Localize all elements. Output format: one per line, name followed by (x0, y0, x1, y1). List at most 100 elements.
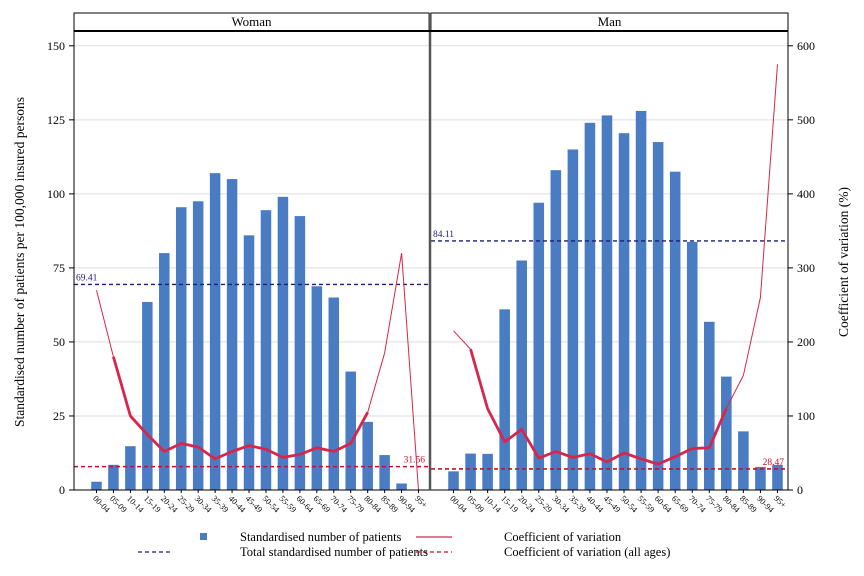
y-right-tick-label: 200 (797, 335, 815, 349)
panel-title: Woman (231, 14, 272, 29)
legend-item-cv: Coefficient of variation (416, 530, 622, 544)
y-left-tick-label: 25 (53, 409, 65, 423)
x-tick-label: 60-64 (294, 493, 316, 515)
bar (738, 431, 749, 490)
bar (618, 133, 630, 490)
total-patients-label: 69.41 (76, 273, 98, 283)
legend-label: Coefficient of variation (504, 530, 622, 544)
legend-swatch (200, 533, 207, 540)
x-tick-label: 05-09 (465, 493, 486, 514)
x-tick-label: 65-69 (311, 493, 332, 514)
y-right-tick-label: 0 (797, 483, 803, 497)
bar (277, 196, 289, 490)
cv-all-ages-label: 31.56 (404, 456, 426, 466)
bar (209, 173, 221, 490)
total-patients-label: 84.11 (433, 230, 454, 240)
y-right-tick-label: 500 (797, 113, 815, 127)
y-right-tick-label: 600 (797, 39, 815, 53)
bar (328, 297, 340, 490)
bar (192, 201, 204, 490)
bar (755, 466, 766, 490)
legend-item-total: Total standardised number of patients (138, 545, 428, 559)
axes: 0 25 50 75 100 125 150 0 100 200 300 400 500 600 (47, 13, 815, 497)
bar (669, 171, 681, 490)
bar (125, 446, 136, 490)
x-tick-label: 10-14 (125, 493, 147, 515)
x-tick-label: 15-19 (142, 493, 163, 514)
legend-label: Coefficient of variation (all ages) (504, 545, 670, 559)
x-tick-label: 75-79 (704, 493, 725, 514)
bar (584, 122, 596, 491)
x-tick-label: 60-64 (653, 493, 675, 515)
legend-label: Standardised number of patients (240, 530, 402, 544)
bar (396, 483, 407, 490)
legend: Standardised number of patients Coefficie… (138, 530, 670, 559)
y-left-tick-label: 75 (53, 261, 65, 275)
bar (635, 110, 647, 491)
x-tick-label: 55-59 (636, 493, 657, 514)
y-right-tick-label: 100 (797, 409, 815, 423)
bar (703, 321, 715, 490)
x-tick-label: 85-89 (379, 493, 400, 514)
bar (652, 142, 664, 490)
y-left-tick-label: 150 (47, 39, 65, 53)
x-tick-label: 20-24 (516, 493, 538, 515)
x-tick-label: 00-04 (91, 493, 113, 515)
x-tick-label: 80-84 (721, 493, 743, 515)
cv-all-ages-label: 28.47 (763, 458, 785, 468)
x-tick-label: 25-29 (176, 493, 197, 514)
panel-title: Man (598, 14, 622, 29)
y-axis-left-label: Standardised number of patients per 100,… (12, 97, 27, 427)
bar (243, 235, 255, 490)
x-tick-label: 40-44 (585, 493, 607, 515)
x-tick-label: 30-34 (550, 493, 572, 515)
panels: Woman69.4131.5600-0405-0910-1415-1920-24… (73, 12, 789, 515)
cv-line-bold (112, 356, 369, 461)
bar (379, 455, 390, 490)
y-left-tick-label: 50 (53, 335, 65, 349)
x-tick-label: 65-69 (670, 493, 691, 514)
bar (260, 210, 272, 490)
bar (448, 471, 459, 490)
bar (533, 202, 545, 491)
legend-item-bars: Standardised number of patients (200, 530, 402, 544)
x-tick-label: 10-14 (482, 493, 504, 515)
bar (159, 253, 170, 490)
bar (601, 115, 613, 490)
x-tick-label: 90-94 (755, 493, 777, 515)
x-tick-label: 85-89 (738, 493, 759, 514)
bar (721, 376, 732, 490)
bar (311, 286, 323, 490)
panel-man: Man 84.11 28.47 00-0405-0910-1415-1920-2425… (430, 12, 789, 515)
bar (142, 301, 153, 490)
bar (91, 481, 102, 490)
y-left-tick-label: 125 (47, 113, 65, 127)
legend-label: Total standardised number of patients (240, 545, 428, 559)
bar (362, 421, 373, 490)
x-tick-label: 35-39 (567, 493, 588, 514)
x-tick-label: 90-94 (396, 493, 418, 515)
x-tick-label: 35-39 (210, 493, 231, 514)
bar (686, 241, 698, 490)
bar (482, 453, 493, 490)
x-tick-label: 00-04 (448, 493, 470, 515)
legend-item-cvall: Coefficient of variation (all ages) (416, 545, 670, 559)
panel-woman: Woman 69.41 31.56 00-0405-0910-1415-1920-24… (73, 12, 430, 515)
bar (516, 260, 528, 490)
bar (465, 453, 476, 490)
y-left-tick-label: 0 (59, 483, 65, 497)
x-tick-label: 55-59 (278, 493, 299, 514)
bar (550, 170, 562, 490)
bar (499, 309, 510, 490)
x-tick-label: 75-79 (345, 493, 366, 514)
x-tick-label: 70-74 (328, 493, 350, 515)
x-tick-label: 70-74 (687, 493, 709, 515)
bar (108, 464, 119, 490)
x-tick-label: 50-54 (619, 493, 641, 515)
y-axis-right-label: Coefficient of variation (%) (836, 187, 851, 337)
x-tick-label: 05-09 (108, 493, 129, 514)
x-tick-label: 15-19 (499, 493, 520, 514)
x-tick-label: 25-29 (533, 493, 554, 514)
x-tick-label: 45-49 (244, 493, 265, 514)
